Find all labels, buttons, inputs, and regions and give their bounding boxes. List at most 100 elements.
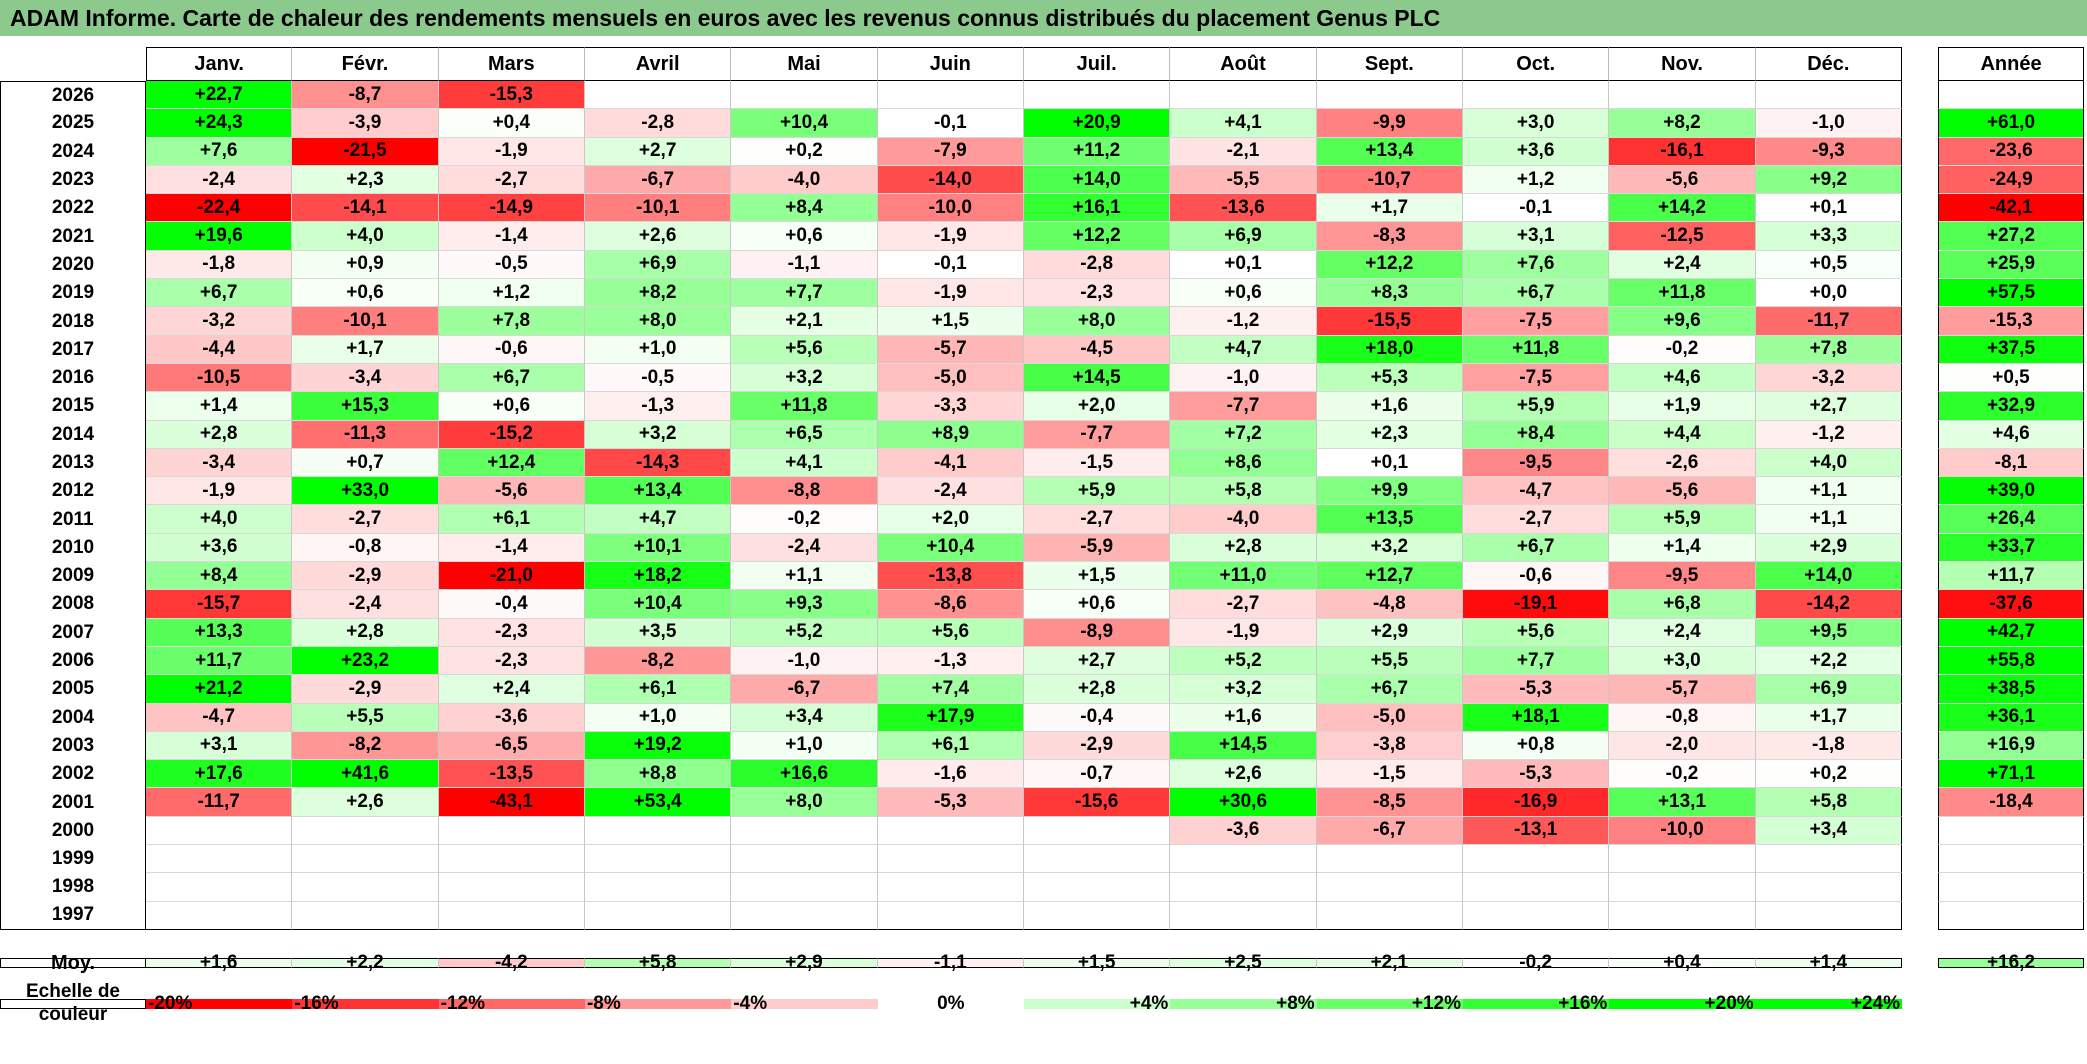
heatmap-cell: -3,2 (1755, 363, 1902, 393)
corner-blank (0, 47, 146, 81)
heatmap-cell: +0,6 (1023, 590, 1171, 619)
heatmap-cell (146, 816, 293, 846)
heatmap-cell (1755, 81, 1902, 110)
heatmap-cell: +2,0 (877, 505, 1024, 534)
heatmap-cell: +5,6 (1462, 618, 1610, 647)
heatmap-cell: +12,4 (438, 448, 585, 478)
heatmap-cell: -5,9 (1023, 533, 1171, 563)
heatmap-cell: -14,3 (584, 448, 732, 478)
heatmap-cell: -10,7 (1316, 165, 1463, 195)
heatmap-cell: +0,9 (292, 250, 439, 280)
heatmap-cell: +4,4 (1609, 420, 1756, 449)
color-scale-swatch: -8% (584, 993, 732, 1014)
heatmap-cell: -6,7 (731, 675, 878, 704)
heatmap-cell: -8,5 (1316, 788, 1463, 817)
heatmap-cell (1462, 873, 1610, 902)
heatmap-cell: +6,7 (1462, 533, 1610, 563)
heatmap-cell: +10,4 (584, 590, 732, 619)
heatmap-cell (877, 81, 1024, 110)
heatmap-cell (731, 873, 878, 902)
year-total-cell: +37,5 (1938, 335, 2084, 364)
heatmap-cell: -12,5 (1609, 222, 1756, 251)
heatmap-cell: -0,1 (1462, 194, 1610, 223)
heatmap-cell: -15,2 (438, 420, 585, 449)
heatmap-cell: -0,8 (1609, 703, 1756, 732)
heatmap-cell (1462, 845, 1610, 874)
heatmap-cell: +2,8 (146, 420, 293, 449)
heatmap-cell: -15,3 (438, 81, 585, 110)
heatmap-cell: -0,2 (1609, 760, 1756, 789)
row-label: 2019 (0, 279, 146, 308)
heatmap-cell: +5,3 (1316, 363, 1463, 393)
heatmap-cell: +8,2 (584, 279, 732, 308)
heatmap-cell: +5,9 (1462, 392, 1610, 421)
heatmap-cell: -1,8 (1755, 731, 1902, 761)
heatmap-cell: -11,3 (292, 420, 439, 449)
heatmap-cell (1023, 816, 1171, 846)
heatmap-cell: -3,4 (292, 363, 439, 393)
heatmap-cell: +8,4 (731, 194, 878, 223)
heatmap-cell: -9,5 (1462, 448, 1610, 478)
heatmap-cell: +6,5 (731, 420, 878, 449)
heatmap-cell: -13,1 (1462, 816, 1610, 846)
heatmap-cell: +1,5 (877, 307, 1024, 336)
heatmap-cell: -3,6 (1170, 816, 1317, 846)
heatmap-cell: -1,9 (877, 222, 1024, 251)
heatmap-cell: -2,7 (1462, 505, 1610, 534)
heatmap-cell (438, 845, 585, 874)
row-label: 2022 (0, 194, 146, 223)
row-label: 2010 (0, 533, 146, 563)
average-cell: -1,1 (877, 952, 1024, 973)
heatmap-cell: -19,1 (1462, 590, 1610, 619)
year-total-cell: +42,7 (1938, 618, 2084, 647)
heatmap-cell: +11,0 (1170, 562, 1317, 591)
average-cell: +2,1 (1316, 952, 1463, 973)
average-cell: +5,8 (584, 952, 732, 973)
heatmap-cell (1609, 81, 1756, 110)
average-cell: -0,2 (1462, 952, 1610, 973)
heatmap-cell: +2,7 (1755, 392, 1902, 421)
heatmap-cell (292, 873, 439, 902)
heatmap-cell: +1,4 (146, 392, 293, 421)
year-total-cell: +33,7 (1938, 533, 2084, 563)
heatmap-cell: +1,2 (438, 279, 585, 308)
heatmap-cell (146, 845, 293, 874)
heatmap-cell: -0,2 (1609, 335, 1756, 364)
page-title: ADAM Informe. Carte de chaleur des rende… (0, 0, 2087, 36)
heatmap-cell: +3,2 (731, 363, 878, 393)
row-label: 2014 (0, 420, 146, 449)
heatmap-cell: +2,4 (438, 675, 585, 704)
heatmap-cell: +14,2 (1609, 194, 1756, 223)
column-header: Mars (438, 47, 585, 81)
heatmap-cell: +2,4 (1609, 618, 1756, 647)
heatmap-cell: -4,1 (877, 448, 1024, 478)
heatmap-cell: +5,8 (1755, 788, 1902, 817)
heatmap-cell: -0,5 (438, 250, 585, 280)
heatmap-cell: -3,3 (877, 392, 1024, 421)
heatmap-cell: -1,0 (1755, 109, 1902, 138)
heatmap-cell (877, 816, 1024, 846)
heatmap-cell: +2,7 (584, 137, 732, 166)
heatmap-cell: +1,6 (1316, 392, 1463, 421)
heatmap-cell: +19,2 (584, 731, 732, 761)
heatmap-cell: +7,6 (1462, 250, 1610, 280)
heatmap-cell (584, 816, 732, 846)
heatmap-cell: -8,9 (1023, 618, 1171, 647)
heatmap-cell: -8,7 (292, 81, 439, 110)
heatmap-cell: -2,3 (438, 646, 585, 676)
heatmap-cell: -2,7 (292, 505, 439, 534)
heatmap-cell: +3,2 (1316, 533, 1463, 563)
heatmap-cell: +3,4 (1755, 816, 1902, 846)
heatmap-cell: +12,2 (1023, 222, 1171, 251)
heatmap-cell (146, 873, 293, 902)
heatmap-cell: +15,3 (292, 392, 439, 421)
heatmap-cell: -5,6 (438, 477, 585, 506)
heatmap-cell: +0,6 (1170, 279, 1317, 308)
heatmap-cell: +13,3 (146, 618, 293, 647)
row-label: 2007 (0, 618, 146, 647)
heatmap-cell: +1,7 (292, 335, 439, 364)
heatmap-cell: -4,7 (146, 703, 293, 732)
heatmap-cell: -8,8 (731, 477, 878, 506)
year-total-cell (1938, 81, 2084, 110)
heatmap-cell (1023, 845, 1171, 874)
